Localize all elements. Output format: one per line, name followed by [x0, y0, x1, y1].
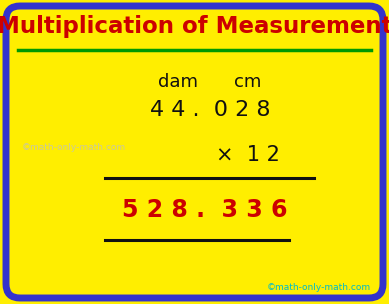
Text: cm: cm [234, 73, 262, 91]
Text: ©math-only-math.com: ©math-only-math.com [22, 143, 126, 153]
Text: ©math-only-math.com: ©math-only-math.com [267, 284, 371, 292]
Text: 5 2 8 .  3 3 6: 5 2 8 . 3 3 6 [122, 198, 288, 222]
Text: 4 4 .  0 2 8: 4 4 . 0 2 8 [150, 100, 270, 120]
Text: dam: dam [158, 73, 198, 91]
FancyBboxPatch shape [6, 6, 383, 298]
Text: Multiplication of Measurement: Multiplication of Measurement [0, 15, 389, 37]
Text: ×  1 2: × 1 2 [216, 145, 280, 165]
